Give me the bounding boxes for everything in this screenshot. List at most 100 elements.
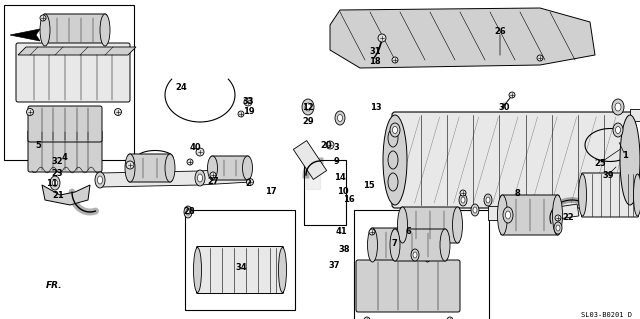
- Circle shape: [326, 141, 334, 149]
- Ellipse shape: [388, 151, 398, 169]
- Polygon shape: [18, 47, 136, 55]
- Text: 17: 17: [265, 188, 277, 197]
- Ellipse shape: [165, 154, 175, 182]
- Ellipse shape: [390, 229, 400, 261]
- Text: 32: 32: [51, 158, 63, 167]
- FancyBboxPatch shape: [28, 106, 102, 142]
- Polygon shape: [557, 204, 579, 219]
- FancyBboxPatch shape: [43, 14, 107, 46]
- FancyBboxPatch shape: [356, 260, 460, 312]
- Text: 19: 19: [243, 108, 255, 116]
- Text: 4: 4: [62, 152, 68, 161]
- Text: 9: 9: [334, 158, 340, 167]
- Text: 25: 25: [594, 159, 606, 167]
- Text: 31: 31: [369, 48, 381, 56]
- Bar: [185, 210, 295, 310]
- Ellipse shape: [383, 115, 407, 205]
- Ellipse shape: [198, 174, 202, 182]
- Bar: [354, 210, 489, 319]
- Ellipse shape: [388, 173, 398, 191]
- FancyBboxPatch shape: [392, 112, 633, 208]
- Text: 21: 21: [52, 191, 64, 201]
- FancyBboxPatch shape: [211, 156, 250, 180]
- Ellipse shape: [397, 207, 408, 243]
- Ellipse shape: [207, 156, 218, 180]
- Text: 22: 22: [562, 213, 574, 222]
- Text: 5: 5: [35, 140, 41, 150]
- Polygon shape: [200, 168, 250, 185]
- Ellipse shape: [95, 172, 105, 188]
- Ellipse shape: [243, 156, 253, 180]
- Ellipse shape: [554, 222, 562, 234]
- Polygon shape: [330, 8, 595, 68]
- FancyBboxPatch shape: [196, 247, 284, 293]
- FancyBboxPatch shape: [128, 154, 172, 182]
- Ellipse shape: [552, 195, 563, 235]
- Ellipse shape: [503, 207, 513, 223]
- Text: 6: 6: [405, 227, 411, 236]
- Text: 15: 15: [363, 181, 375, 189]
- Circle shape: [378, 34, 386, 42]
- Text: 14: 14: [334, 174, 346, 182]
- Text: 8: 8: [514, 189, 520, 197]
- Text: 12: 12: [302, 102, 314, 112]
- Ellipse shape: [452, 207, 463, 243]
- Text: 39: 39: [602, 170, 614, 180]
- Circle shape: [555, 215, 561, 221]
- Circle shape: [246, 179, 253, 186]
- Ellipse shape: [335, 111, 345, 125]
- Text: 13: 13: [370, 102, 382, 112]
- Text: 41: 41: [335, 226, 347, 235]
- Text: 16: 16: [343, 196, 355, 204]
- Ellipse shape: [337, 115, 342, 122]
- Ellipse shape: [440, 229, 450, 261]
- Ellipse shape: [486, 197, 490, 203]
- Ellipse shape: [302, 99, 314, 115]
- Text: 38: 38: [339, 246, 349, 255]
- Circle shape: [126, 161, 134, 169]
- Polygon shape: [10, 29, 40, 41]
- Text: 30: 30: [499, 103, 509, 113]
- Ellipse shape: [616, 127, 621, 133]
- Ellipse shape: [305, 103, 311, 111]
- Text: 40: 40: [189, 144, 201, 152]
- Polygon shape: [293, 141, 326, 180]
- Ellipse shape: [484, 194, 492, 206]
- Circle shape: [238, 111, 244, 117]
- Circle shape: [509, 92, 515, 98]
- Text: 20: 20: [320, 140, 332, 150]
- Text: 18: 18: [369, 57, 381, 66]
- Ellipse shape: [556, 225, 560, 231]
- Ellipse shape: [100, 14, 110, 46]
- Ellipse shape: [193, 248, 202, 293]
- Ellipse shape: [278, 248, 287, 293]
- Text: 10: 10: [337, 188, 349, 197]
- Circle shape: [115, 108, 122, 115]
- Ellipse shape: [461, 197, 465, 203]
- Ellipse shape: [620, 115, 640, 205]
- Text: 28: 28: [183, 207, 195, 217]
- Polygon shape: [100, 171, 200, 187]
- Circle shape: [537, 55, 543, 61]
- Ellipse shape: [497, 195, 508, 235]
- Text: 34: 34: [235, 263, 247, 272]
- Ellipse shape: [195, 170, 205, 186]
- Ellipse shape: [392, 127, 397, 133]
- Circle shape: [447, 317, 453, 319]
- Circle shape: [26, 108, 33, 115]
- Ellipse shape: [413, 252, 417, 258]
- Text: 1: 1: [622, 151, 628, 160]
- Circle shape: [40, 15, 46, 21]
- Ellipse shape: [367, 228, 378, 262]
- Polygon shape: [630, 109, 640, 121]
- Ellipse shape: [634, 174, 640, 216]
- FancyBboxPatch shape: [500, 195, 559, 235]
- Text: 29: 29: [302, 117, 314, 127]
- Polygon shape: [488, 206, 508, 220]
- Polygon shape: [42, 185, 90, 205]
- Text: 3: 3: [333, 143, 339, 152]
- Ellipse shape: [50, 176, 60, 190]
- Text: 33: 33: [243, 98, 253, 107]
- Ellipse shape: [40, 14, 50, 46]
- Ellipse shape: [471, 204, 479, 216]
